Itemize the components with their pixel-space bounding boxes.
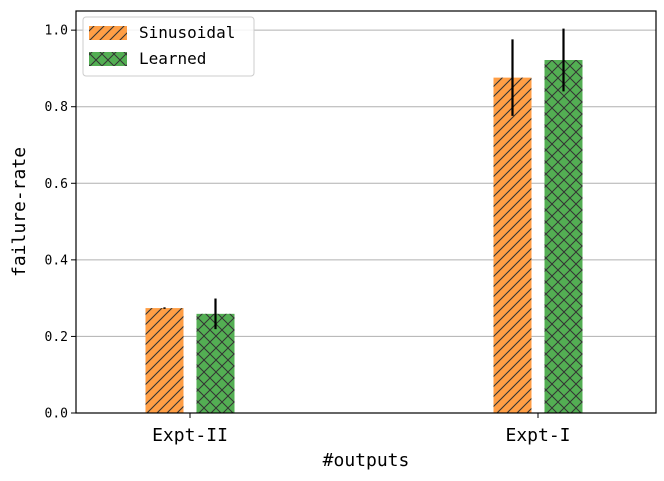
bar-sinusoidal-expt-ii-hatch bbox=[145, 308, 184, 413]
y-axis-title: failure-rate bbox=[9, 147, 30, 277]
legend-label-learned: Learned bbox=[139, 49, 206, 68]
legend-swatch-hatch bbox=[89, 52, 127, 66]
x-tick-label: Expt-II bbox=[152, 425, 228, 446]
y-tick-label: 0.6 bbox=[45, 177, 68, 192]
x-tick-label: Expt-I bbox=[505, 425, 570, 446]
legend: Sinusoidal Learned bbox=[82, 16, 255, 77]
bar-learned-expt-ii-hatch bbox=[196, 313, 235, 413]
bars bbox=[145, 60, 583, 414]
y-tick-label: 0.4 bbox=[45, 253, 69, 268]
y-tick-label: 0.0 bbox=[45, 407, 68, 422]
bar-learned-expt-i-hatch bbox=[544, 60, 583, 414]
x-axis-ticks: Expt-II Expt-I bbox=[152, 413, 571, 446]
x-axis-title: #outputs bbox=[323, 450, 410, 471]
y-tick-label: 0.8 bbox=[45, 100, 68, 115]
error-bars bbox=[163, 28, 565, 330]
y-tick-label: 1.0 bbox=[45, 24, 68, 39]
y-tick-label: 0.2 bbox=[45, 330, 68, 345]
bar-sinusoidal-expt-i-hatch bbox=[493, 77, 532, 414]
y-axis-ticks: 0.0 0.2 0.4 0.6 0.8 1.0 bbox=[45, 24, 76, 422]
legend-label-sinusoidal: Sinusoidal bbox=[139, 23, 235, 42]
legend-swatch-hatch bbox=[89, 26, 127, 40]
plot-frame bbox=[75, 10, 657, 414]
